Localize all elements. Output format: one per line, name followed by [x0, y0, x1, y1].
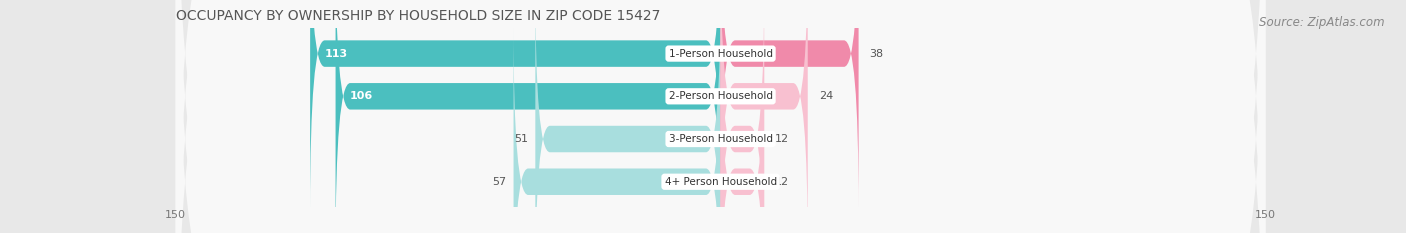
- FancyBboxPatch shape: [536, 0, 721, 233]
- Text: 51: 51: [515, 134, 529, 144]
- FancyBboxPatch shape: [721, 0, 859, 211]
- Text: 24: 24: [818, 91, 832, 101]
- FancyBboxPatch shape: [721, 0, 765, 233]
- FancyBboxPatch shape: [513, 24, 721, 233]
- FancyBboxPatch shape: [721, 0, 808, 233]
- Text: Source: ZipAtlas.com: Source: ZipAtlas.com: [1260, 16, 1385, 29]
- Text: 38: 38: [869, 49, 883, 58]
- Text: 12: 12: [775, 177, 789, 187]
- FancyBboxPatch shape: [176, 0, 1265, 233]
- FancyBboxPatch shape: [176, 0, 1265, 233]
- FancyBboxPatch shape: [176, 0, 1265, 233]
- Text: OCCUPANCY BY OWNERSHIP BY HOUSEHOLD SIZE IN ZIP CODE 15427: OCCUPANCY BY OWNERSHIP BY HOUSEHOLD SIZE…: [176, 9, 661, 23]
- Text: 106: 106: [350, 91, 374, 101]
- Text: 113: 113: [325, 49, 347, 58]
- Text: 1-Person Household: 1-Person Household: [669, 49, 772, 58]
- Text: 2-Person Household: 2-Person Household: [669, 91, 772, 101]
- Text: 12: 12: [775, 134, 789, 144]
- FancyBboxPatch shape: [336, 0, 721, 233]
- Text: 3-Person Household: 3-Person Household: [669, 134, 772, 144]
- FancyBboxPatch shape: [176, 0, 1265, 233]
- FancyBboxPatch shape: [721, 24, 765, 233]
- Text: 57: 57: [492, 177, 506, 187]
- FancyBboxPatch shape: [311, 0, 721, 211]
- Text: 4+ Person Household: 4+ Person Household: [665, 177, 776, 187]
